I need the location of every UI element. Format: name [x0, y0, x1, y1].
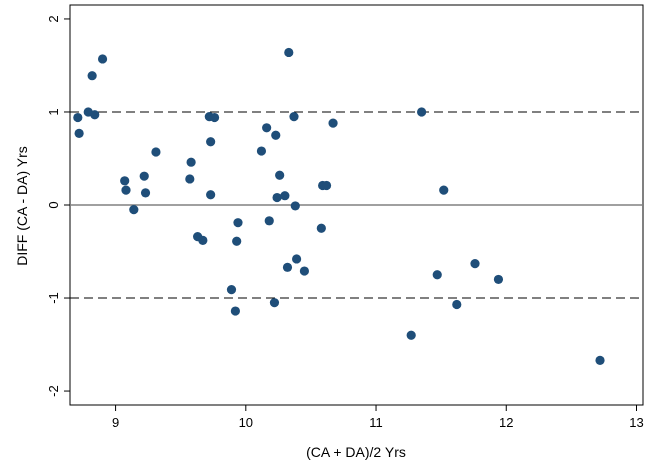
data-point: [264, 216, 274, 226]
data-point: [328, 118, 338, 128]
data-point: [271, 130, 281, 140]
data-point: [280, 191, 290, 201]
data-point: [262, 123, 272, 133]
data-point: [140, 188, 151, 198]
y-tick-label: 1: [46, 108, 61, 115]
data-point: [269, 298, 280, 308]
data-points: [73, 47, 605, 365]
data-point: [452, 299, 462, 310]
y-axis-title: DIFF (CA - DA) Yrs: [14, 146, 30, 266]
y-tick-label: -2: [46, 385, 61, 397]
data-point: [470, 259, 480, 269]
data-point: [290, 201, 300, 211]
data-point: [291, 254, 302, 264]
data-point: [209, 112, 220, 123]
data-point: [256, 146, 267, 156]
data-point: [272, 192, 282, 203]
y-axis-ticks: -2 -1 0 1 2: [46, 15, 70, 397]
data-point: [299, 266, 310, 276]
data-point: [97, 54, 108, 64]
data-point: [432, 270, 442, 280]
data-point: [206, 190, 216, 200]
x-tick-label: 11: [369, 415, 383, 430]
data-point: [120, 176, 130, 186]
data-point: [233, 218, 243, 228]
data-point: [284, 47, 294, 58]
data-point: [595, 355, 605, 365]
data-point: [493, 274, 504, 285]
data-point: [185, 174, 195, 184]
data-point: [316, 223, 326, 233]
data-point: [186, 157, 196, 167]
x-axis-ticks: 9 10 11 12 13: [112, 405, 644, 430]
x-tick-label: 9: [112, 415, 119, 430]
y-tick-label: -1: [46, 292, 61, 304]
data-point: [230, 306, 240, 316]
data-point: [226, 285, 237, 295]
data-point: [73, 112, 83, 123]
data-point: [90, 110, 100, 120]
data-point: [439, 185, 449, 195]
data-point: [275, 170, 285, 180]
y-tick-label: 0: [46, 201, 61, 208]
data-point: [232, 236, 242, 246]
data-point: [321, 180, 332, 191]
data-point: [206, 137, 216, 147]
data-point: [87, 71, 97, 81]
x-axis-title: (CA + DA)/2 Yrs: [306, 444, 406, 460]
data-point: [417, 107, 427, 117]
data-point: [198, 235, 208, 245]
data-point: [129, 205, 139, 215]
data-point: [139, 171, 149, 181]
x-tick-label: 13: [629, 415, 643, 430]
data-point: [121, 185, 131, 195]
data-point: [282, 262, 293, 272]
x-tick-label: 10: [239, 415, 253, 430]
data-point: [151, 147, 161, 157]
y-tick-label: 2: [46, 15, 61, 22]
x-tick-label: 12: [499, 415, 513, 430]
reference-lines: [70, 111, 643, 299]
data-point: [289, 112, 299, 122]
data-point: [406, 330, 416, 340]
data-point: [74, 128, 84, 138]
